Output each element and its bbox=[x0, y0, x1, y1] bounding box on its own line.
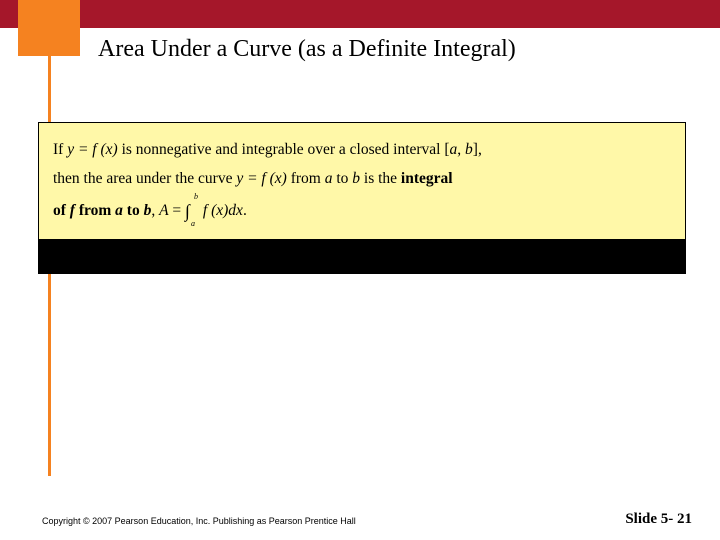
text: is the bbox=[360, 170, 401, 187]
sep: , bbox=[457, 141, 465, 158]
bold-text: to bbox=[123, 202, 144, 219]
text: then the area under the curve bbox=[53, 170, 236, 187]
text: is nonnegative and integrable over a clo… bbox=[118, 141, 445, 158]
text: to bbox=[332, 170, 352, 187]
text: If bbox=[53, 141, 67, 158]
black-band bbox=[38, 240, 686, 274]
text: from bbox=[287, 170, 325, 187]
text: , bbox=[151, 202, 159, 219]
integral-lower: a bbox=[191, 216, 195, 231]
slide-title: Area Under a Curve (as a Definite Integr… bbox=[98, 36, 516, 63]
math: f (x) bbox=[261, 170, 286, 187]
footer-slide-number: Slide 5- 21 bbox=[625, 511, 692, 528]
footer-copyright: Copyright © 2007 Pearson Education, Inc.… bbox=[42, 516, 356, 526]
text: = bbox=[169, 202, 186, 219]
integral-symbol: ∫ba bbox=[185, 194, 199, 228]
text: . bbox=[243, 202, 247, 219]
bracket: ], bbox=[473, 141, 482, 158]
math: f (x) bbox=[92, 141, 117, 158]
math: b bbox=[465, 141, 473, 158]
math: y = bbox=[67, 141, 88, 158]
math: y = bbox=[236, 170, 257, 187]
bold-text: of bbox=[53, 202, 70, 219]
bold-text: from bbox=[75, 202, 115, 219]
math-bold: a bbox=[115, 202, 123, 219]
integral-upper: b bbox=[194, 189, 198, 204]
definition-box: If y = f (x) is nonnegative and integrab… bbox=[38, 122, 686, 240]
definition-line-2: then the area under the curve y = f (x) … bbox=[53, 164, 671, 193]
definition-line-1: If y = f (x) is nonnegative and integrab… bbox=[53, 135, 671, 164]
accent-block bbox=[18, 0, 80, 56]
header-bar bbox=[0, 0, 720, 28]
bold-text: integral bbox=[401, 170, 453, 187]
math: b bbox=[352, 170, 360, 187]
math: A bbox=[159, 202, 168, 219]
definition-line-3: of f from a to b, A = ∫ba f (x)dx. bbox=[53, 194, 671, 228]
integral-icon: ∫ bbox=[185, 201, 190, 221]
math: f (x)dx bbox=[203, 202, 243, 219]
